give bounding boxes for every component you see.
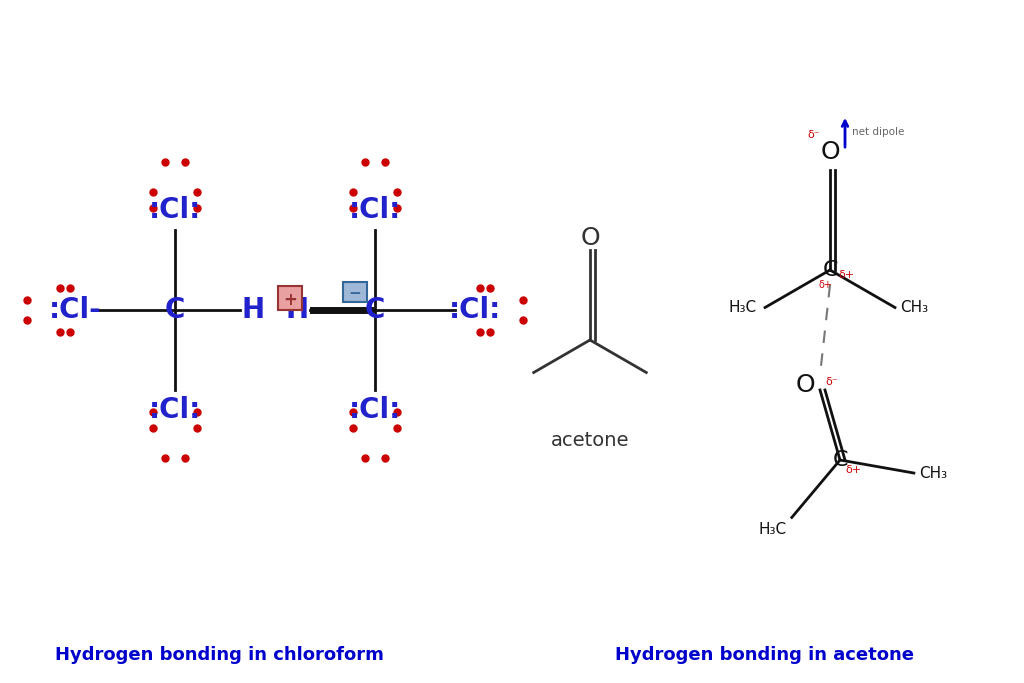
Text: δ+: δ+	[818, 280, 831, 290]
Text: C: C	[833, 450, 848, 470]
Text: H₃C: H₃C	[759, 522, 786, 538]
Text: δ+: δ+	[845, 465, 861, 475]
Text: H: H	[286, 296, 308, 324]
Text: :Cl:: :Cl:	[148, 196, 201, 224]
Text: C: C	[822, 260, 838, 280]
Text: H: H	[242, 296, 264, 324]
Text: CH₃: CH₃	[919, 466, 947, 481]
Text: Hydrogen bonding in chloroform: Hydrogen bonding in chloroform	[55, 646, 384, 664]
FancyBboxPatch shape	[343, 282, 367, 302]
Text: O: O	[581, 226, 600, 250]
Text: :Cl:: :Cl:	[449, 296, 501, 324]
Text: :Cl:: :Cl:	[148, 396, 201, 424]
Text: +: +	[283, 291, 297, 309]
Text: −: −	[348, 286, 361, 301]
Text: δ+: δ+	[838, 270, 854, 280]
Text: acetone: acetone	[551, 430, 630, 449]
Text: :Cl:: :Cl:	[349, 396, 401, 424]
Text: CH₃: CH₃	[900, 300, 928, 315]
Text: H₃C: H₃C	[729, 300, 757, 315]
Text: O: O	[820, 140, 840, 164]
Text: :Cl:: :Cl:	[349, 196, 401, 224]
FancyBboxPatch shape	[278, 286, 302, 310]
Text: net dipole: net dipole	[852, 127, 904, 137]
Text: :Cl-: :Cl-	[49, 296, 101, 324]
Text: C: C	[165, 296, 185, 324]
Text: δ⁻: δ⁻	[825, 377, 838, 387]
Text: C: C	[365, 296, 385, 324]
Text: Hydrogen bonding in acetone: Hydrogen bonding in acetone	[615, 646, 914, 664]
Text: δ⁻: δ⁻	[807, 130, 820, 140]
Text: O: O	[796, 373, 815, 397]
